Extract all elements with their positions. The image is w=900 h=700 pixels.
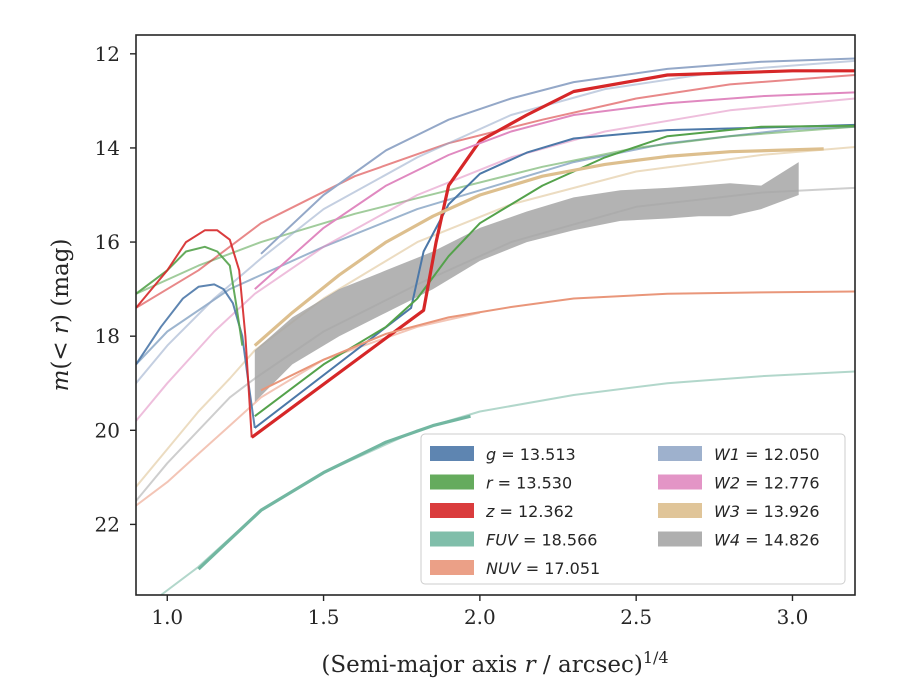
legend-swatch bbox=[658, 446, 702, 461]
x-tick-label: 1.5 bbox=[308, 605, 340, 629]
y-tick-label: 12 bbox=[95, 42, 120, 66]
legend-swatch bbox=[430, 474, 474, 490]
y-tick-label: 20 bbox=[95, 418, 120, 442]
legend-swatch bbox=[430, 531, 474, 547]
legend-label: W3 = 13.926 bbox=[714, 502, 820, 521]
legend-item-w1: W1 = 12.050 bbox=[658, 445, 820, 464]
series-w3-extrapolated-line bbox=[136, 146, 855, 488]
series-r-inner-line bbox=[136, 245, 244, 346]
legend-item-fuv: FUV = 18.566 bbox=[430, 531, 597, 550]
y-tick-label: 16 bbox=[95, 230, 120, 254]
legend-label: z = 12.362 bbox=[485, 502, 574, 521]
legend-item-w4: W4 = 14.826 bbox=[658, 531, 820, 550]
series-nuv-line bbox=[260, 290, 855, 392]
legend-label: W2 = 12.776 bbox=[714, 474, 820, 493]
series-g-line bbox=[254, 123, 855, 429]
legend-label: FUV = 18.566 bbox=[486, 531, 597, 550]
legend-item-w2: W2 = 12.776 bbox=[658, 474, 820, 493]
legend-label: W1 = 12.050 bbox=[714, 445, 820, 464]
legend-item-z: z = 12.362 bbox=[430, 502, 574, 521]
series-w4-band bbox=[254, 162, 799, 403]
legend-label: r = 13.530 bbox=[486, 474, 572, 493]
series-w3-line bbox=[253, 147, 824, 347]
legend-item-r: r = 13.530 bbox=[430, 474, 572, 493]
series-nuv-extrapolated-line bbox=[136, 311, 481, 507]
x-tick-label: 2.5 bbox=[620, 605, 652, 629]
x-tick-label: 3.0 bbox=[777, 605, 809, 629]
legend-swatch bbox=[430, 446, 474, 461]
legend: g = 13.513 r = 13.530 z = 12.362 FUV = 18.5… bbox=[420, 433, 846, 585]
y-tick-label: 22 bbox=[95, 512, 120, 536]
series-fuv-line bbox=[197, 414, 471, 571]
legend-label: NUV = 17.051 bbox=[486, 559, 600, 578]
legend-label: W4 = 14.826 bbox=[714, 531, 820, 550]
legend-box bbox=[420, 433, 846, 585]
x-tick-label: 2.0 bbox=[464, 605, 496, 629]
x-tick-label: 1.0 bbox=[151, 605, 183, 629]
y-axis-label: m(< r) (mag) bbox=[48, 239, 74, 392]
legend-swatch bbox=[430, 503, 474, 518]
x-axis-label: (Semi-major axis r / arcsec)1/4 bbox=[321, 648, 668, 678]
legend-swatch bbox=[430, 560, 474, 575]
series-w2-line bbox=[254, 91, 855, 290]
legend-swatch bbox=[658, 531, 702, 547]
legend-item-w3: W3 = 13.926 bbox=[658, 502, 820, 521]
y-tick-label: 14 bbox=[95, 136, 120, 160]
series-z-line bbox=[250, 69, 855, 439]
series-w1-line bbox=[260, 57, 855, 255]
series-w2-extrapolated-line bbox=[136, 97, 855, 422]
legend-swatch bbox=[658, 503, 702, 518]
plot-frame bbox=[135, 34, 856, 596]
legend-swatch bbox=[658, 474, 702, 490]
legend-item-nuv: NUV = 17.051 bbox=[430, 559, 600, 578]
y-tick-label: 18 bbox=[95, 324, 120, 348]
legend-label: g = 13.513 bbox=[486, 445, 576, 464]
series-w1-extrapolated-line bbox=[136, 59, 855, 384]
series-g-inner-line bbox=[136, 283, 256, 429]
series-r-line bbox=[254, 124, 855, 417]
legend-item-g: g = 13.513 bbox=[430, 445, 576, 464]
series-z-inner-line bbox=[136, 229, 253, 438]
